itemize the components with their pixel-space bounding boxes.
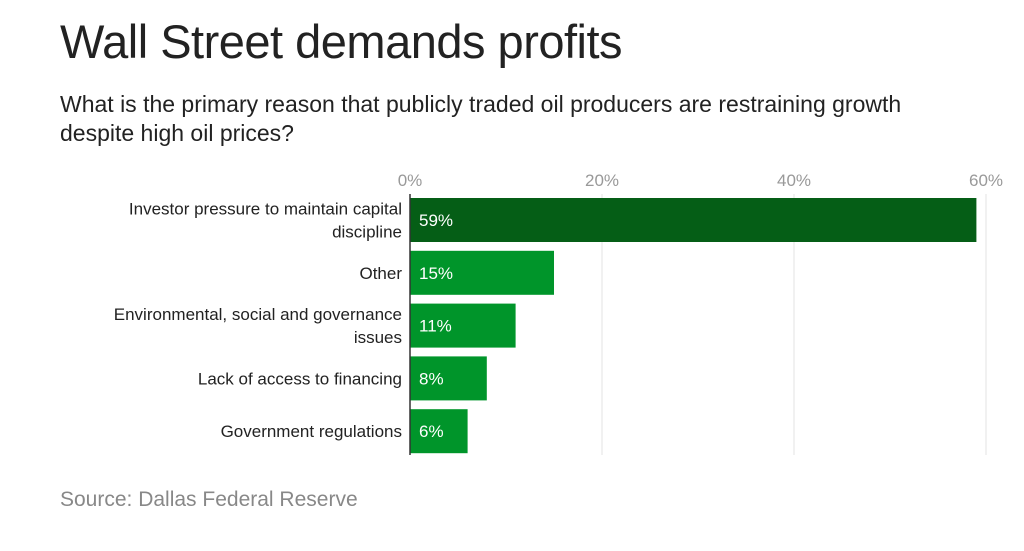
x-tick-label: 40%: [777, 171, 811, 190]
category-label-line: Environmental, social and governance: [114, 305, 402, 324]
category-label: Government regulations: [221, 422, 402, 441]
category-label-line: issues: [354, 328, 402, 347]
data-label: 59%: [419, 211, 453, 230]
x-tick-label: 0%: [398, 171, 423, 190]
data-label: 6%: [419, 422, 444, 441]
source-note: Source: Dallas Federal Reserve: [60, 488, 358, 511]
category-label-line: Lack of access to financing: [198, 369, 402, 388]
category-label: Lack of access to financing: [198, 369, 402, 388]
category-label: Other: [359, 264, 402, 283]
x-tick-label: 20%: [585, 171, 619, 190]
bar: [410, 356, 487, 401]
category-label-line: Government regulations: [221, 422, 402, 441]
data-label: 11%: [419, 317, 452, 336]
chart-subtitle: What is the primary reason that publicly…: [60, 91, 902, 146]
bar: [410, 409, 468, 454]
data-label: 8%: [419, 369, 444, 388]
chart-title: Wall Street demands profits: [60, 15, 623, 68]
category-label: Environmental, social and governance issu…: [114, 305, 402, 347]
category-label: Investor pressure to maintain capital dis…: [129, 200, 402, 242]
category-label-line: discipline: [332, 223, 402, 242]
bar: [410, 250, 554, 295]
x-tick-label: 60%: [969, 171, 1003, 190]
category-label-line: Other: [359, 264, 402, 283]
bar: [410, 198, 977, 242]
bar: [410, 303, 516, 348]
category-label-line: Investor pressure to maintain capital: [129, 200, 402, 219]
data-label: 15%: [419, 264, 453, 283]
